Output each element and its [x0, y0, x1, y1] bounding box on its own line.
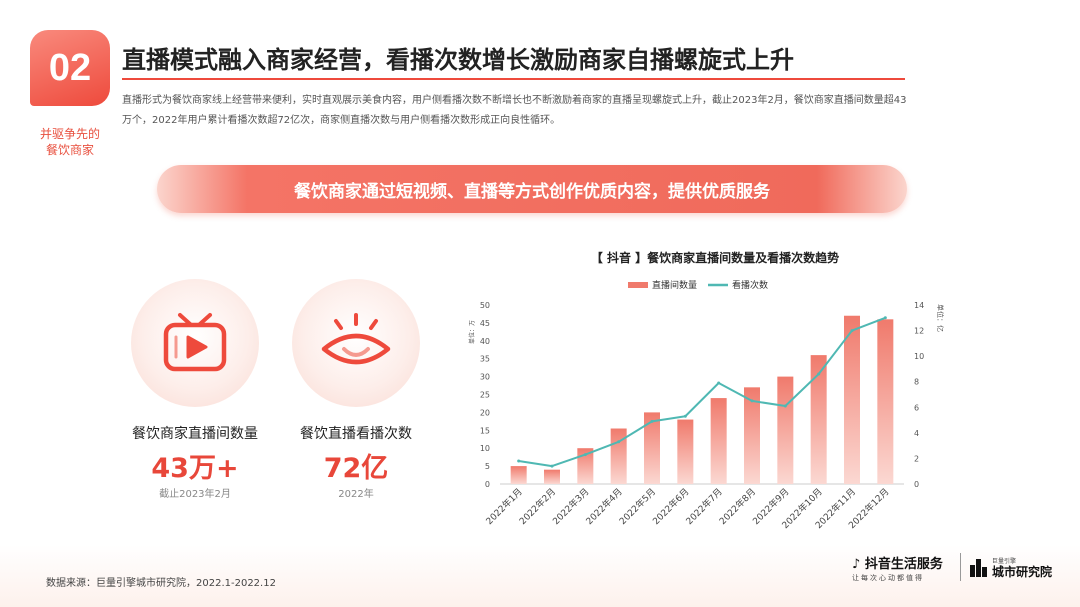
line-point — [750, 399, 754, 403]
section-label-line1: 并驱争先的 — [39, 127, 100, 141]
line-point — [550, 464, 554, 468]
y-tick-label: 15 — [480, 426, 490, 435]
bar — [610, 428, 627, 484]
bar — [777, 376, 794, 484]
y2-tick-label: 4 — [914, 429, 919, 438]
line-point — [617, 440, 621, 444]
section-label-line2: 餐饮商家 — [45, 143, 94, 157]
line-point — [817, 372, 821, 376]
page-description: 直播形式为餐饮商家线上经营带来便利，实时直观展示美食内容，用户侧看播次数不断增长… — [122, 95, 907, 126]
stat-live-rooms-value: 43万+ — [151, 453, 239, 484]
line-point — [717, 381, 721, 385]
bar — [677, 419, 694, 484]
bar — [710, 398, 727, 484]
legend-label-line: 看播次数 — [732, 279, 768, 291]
y-axis-unit: 单位：万 — [468, 320, 476, 344]
line-point — [650, 419, 654, 423]
series-line — [518, 316, 886, 468]
legend-swatch-bar — [628, 282, 648, 288]
stat-views-note: 2022年 — [338, 489, 374, 500]
y2-tick-label: 12 — [914, 327, 924, 336]
line-point — [517, 459, 521, 463]
page-title: 直播模式融入商家经营，看播次数增长激励商家自播螺旋式上升 — [122, 46, 794, 74]
highlight-banner: 餐饮商家通过短视频、直播等方式创作优质内容，提供优质服务 — [157, 165, 907, 213]
y2-tick-label: 0 — [914, 480, 919, 489]
logo1-text: 抖音生活服务 — [864, 557, 943, 572]
bar — [844, 315, 860, 484]
y-tick-label: 25 — [480, 391, 490, 400]
y-tick-label: 35 — [480, 355, 490, 364]
section-label: 并驱争先的 餐饮商家 — [30, 126, 110, 158]
y2-tick-label: 2 — [914, 454, 919, 463]
data-source: 数据来源：巨量引擎城市研究院，2022.1-2022.12 — [46, 578, 276, 589]
bar — [877, 319, 894, 484]
line-point — [850, 329, 854, 333]
stat-live-rooms-label: 餐饮商家直播间数量 — [132, 426, 258, 442]
y2-tick-label: 8 — [914, 378, 919, 387]
line-point — [883, 316, 887, 320]
footer-background — [0, 545, 1080, 607]
bar — [810, 355, 827, 484]
douyin-note-icon: ♪ — [852, 557, 861, 572]
city-building-icon — [970, 559, 987, 577]
tv-play-icon-circle — [131, 279, 259, 407]
eye-icon — [321, 313, 391, 365]
line-point — [783, 404, 787, 408]
logo-divider — [960, 553, 961, 581]
bar — [510, 466, 527, 484]
eye-icon-circle — [292, 279, 420, 407]
chart-title: 【 抖音 】餐饮商家直播间数量及看播次数趋势 — [590, 251, 840, 265]
section-number: 02 — [48, 46, 92, 89]
bar — [577, 448, 594, 484]
y2-tick-label: 14 — [914, 301, 924, 310]
bar — [744, 387, 760, 484]
douyin-life-service-logo: ♪ 抖音生活服务 — [852, 553, 943, 572]
y2-axis-unit: 单位：亿 — [936, 304, 945, 332]
y-tick-label: 30 — [480, 373, 490, 382]
stat-views-value: 72亿 — [323, 453, 389, 484]
logo2-text: 城市研究院 — [992, 565, 1053, 579]
y-tick-label: 45 — [480, 319, 490, 328]
y-tick-label: 20 — [480, 408, 490, 417]
y2-tick-label: 6 — [914, 403, 919, 412]
logo2-brand: 巨量引擎 — [992, 558, 1017, 565]
stat-views-label: 餐饮直播看播次数 — [300, 426, 412, 442]
bar — [644, 412, 660, 484]
stat-live-rooms-note: 截止2023年2月 — [159, 489, 231, 500]
line-point — [683, 414, 687, 418]
legend-label-bar: 直播间数量 — [652, 279, 697, 291]
y-tick-label: 0 — [485, 480, 490, 489]
y-tick-label: 50 — [480, 301, 490, 310]
section-number-badge: 02 — [30, 30, 110, 106]
combo-chart: 直播间数量 看播次数 0 5 10 15 20 25 30 35 40 45 50 0 2 4 6 8 10 12 14… — [468, 279, 945, 531]
logo1-slogan: 让每次心动都值得 — [852, 574, 924, 582]
bar — [544, 469, 560, 484]
title-underline — [122, 78, 905, 80]
y-tick-label: 40 — [480, 337, 490, 346]
y-tick-label: 10 — [480, 444, 490, 453]
y-tick-label: 5 — [485, 462, 490, 471]
line-point — [583, 453, 587, 457]
y2-tick-label: 10 — [914, 352, 924, 361]
tv-play-icon — [163, 313, 227, 372]
